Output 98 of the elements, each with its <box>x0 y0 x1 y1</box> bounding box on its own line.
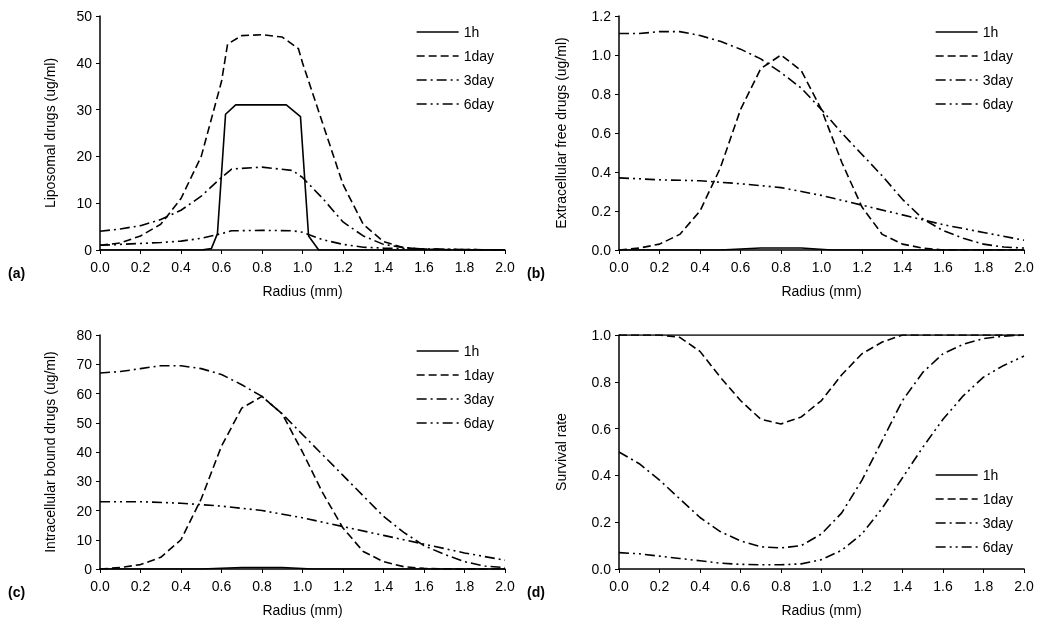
x-tick-label: 2.0 <box>1014 259 1034 275</box>
y-axis-title: Extracellular free drugs (ug/ml) <box>552 37 569 229</box>
x-tick-label: 1.8 <box>973 578 994 594</box>
text: (d) <box>527 584 545 600</box>
y-tick-label: 0.8 <box>591 86 612 102</box>
x-tick-label: 1.0 <box>811 578 832 594</box>
legend-label: 6day <box>982 539 1013 555</box>
y-tick-label: 20 <box>76 502 93 519</box>
x-tick-label: 0.0 <box>609 259 629 275</box>
x-tick-label: 1.8 <box>973 259 994 275</box>
text: (b) <box>527 265 545 281</box>
legend-label: 3day <box>463 72 494 88</box>
x-axis-title: Radius (mm) <box>262 283 343 299</box>
y-tick-label: 70 <box>76 356 93 373</box>
legend-label: 3day <box>463 391 494 407</box>
x-tick-label: 1.2 <box>852 259 872 275</box>
legend-label: 1day <box>982 491 1013 507</box>
legend-label: 6day <box>463 96 494 112</box>
y-tick-label: 0.2 <box>591 514 612 531</box>
y-axis-title: Liposomal drugs (ug/ml) <box>41 57 58 209</box>
x-tick-label: 1.4 <box>373 259 394 275</box>
text: (c) <box>8 584 26 600</box>
legend-label: 1day <box>463 48 494 64</box>
y-tick-label: 0 <box>84 561 93 577</box>
legend-label: 6day <box>463 415 494 431</box>
y-tick-label: 30 <box>76 473 93 490</box>
x-tick-label: 0.2 <box>649 578 670 594</box>
y-tick-label: 0.6 <box>591 125 612 141</box>
y-axis-title: Intracellular bound drugs (ug/ml) <box>41 351 58 553</box>
x-tick-label: 2.0 <box>495 259 515 275</box>
y-tick-label: 0.0 <box>591 242 612 258</box>
legend-label: 1h <box>463 343 480 359</box>
x-tick-label: 1.4 <box>892 259 913 275</box>
x-tick-label: 0.6 <box>211 259 232 275</box>
x-tick-label: 2.0 <box>1014 578 1034 594</box>
x-tick-label: 1.0 <box>292 259 313 275</box>
y-tick-label: 40 <box>76 444 93 460</box>
x-tick-label: 0.8 <box>252 578 272 594</box>
x-tick-label: 0.2 <box>649 259 670 275</box>
x-tick-label: 1.8 <box>454 578 475 594</box>
legend-label: 1day <box>982 48 1013 64</box>
x-tick-label: 1.6 <box>933 578 953 594</box>
y-tick-label: 1.2 <box>591 8 612 24</box>
x-tick-label: 1.2 <box>333 578 353 594</box>
x-tick-label: 0.4 <box>171 259 191 275</box>
y-tick-label: 1.0 <box>591 47 612 63</box>
x-tick-label: 1.8 <box>454 259 475 275</box>
y-tick-label: 0.2 <box>591 203 612 219</box>
y-tick-label: 40 <box>76 54 93 71</box>
y-tick-label: 0 <box>84 242 93 258</box>
y-tick-label: 1.0 <box>591 327 612 343</box>
y-tick-label: 10 <box>76 195 93 212</box>
x-tick-label: 1.4 <box>892 578 913 594</box>
y-tick-label: 80 <box>76 327 93 343</box>
x-tick-label: 0.6 <box>730 259 751 275</box>
x-tick-label: 0.4 <box>690 259 710 275</box>
y-tick-label: 0.4 <box>591 164 612 180</box>
y-tick-label: 30 <box>76 101 93 118</box>
legend-label: 3day <box>982 72 1013 88</box>
legend-label: 3day <box>982 515 1013 531</box>
x-tick-label: 1.4 <box>373 578 394 594</box>
y-tick-label: 50 <box>76 8 93 24</box>
y-tick-label: 0.8 <box>591 373 612 390</box>
x-tick-label: 0.8 <box>252 259 272 275</box>
x-tick-label: 0.8 <box>771 578 791 594</box>
x-tick-label: 0.2 <box>130 259 151 275</box>
text: (a) <box>8 265 26 281</box>
x-tick-label: 0.8 <box>771 259 791 275</box>
x-axis-title: Radius (mm) <box>262 602 343 618</box>
y-tick-label: 0.4 <box>591 467 612 484</box>
y-tick-label: 20 <box>76 148 93 165</box>
legend-label: 1h <box>982 467 999 483</box>
x-tick-label: 1.6 <box>414 259 434 275</box>
y-tick-label: 50 <box>76 414 93 431</box>
x-tick-label: 0.0 <box>609 578 629 594</box>
x-tick-label: 2.0 <box>495 578 515 594</box>
x-tick-label: 1.0 <box>292 578 313 594</box>
y-tick-label: 0.6 <box>591 420 612 437</box>
x-tick-label: 1.6 <box>414 578 434 594</box>
x-tick-label: 1.2 <box>852 578 872 594</box>
y-axis-title: Survival rate <box>552 412 569 491</box>
x-tick-label: 0.6 <box>730 578 751 594</box>
x-tick-label: 0.2 <box>130 578 151 594</box>
x-tick-label: 0.6 <box>211 578 232 594</box>
y-tick-label: 60 <box>76 385 93 402</box>
legend-label: 1day <box>463 367 494 383</box>
x-axis-title: Radius (mm) <box>781 283 862 299</box>
y-tick-label: 0.0 <box>591 561 612 577</box>
x-tick-label: 0.4 <box>690 578 710 594</box>
x-tick-label: 1.0 <box>811 259 832 275</box>
x-tick-label: 1.6 <box>933 259 953 275</box>
legend-label: 1h <box>982 24 999 40</box>
x-axis-title: Radius (mm) <box>781 602 862 618</box>
x-tick-label: 0.4 <box>171 578 191 594</box>
x-tick-label: 1.2 <box>333 259 353 275</box>
legend-label: 1h <box>463 24 480 40</box>
y-tick-label: 10 <box>76 531 93 548</box>
legend-label: 6day <box>982 96 1013 112</box>
